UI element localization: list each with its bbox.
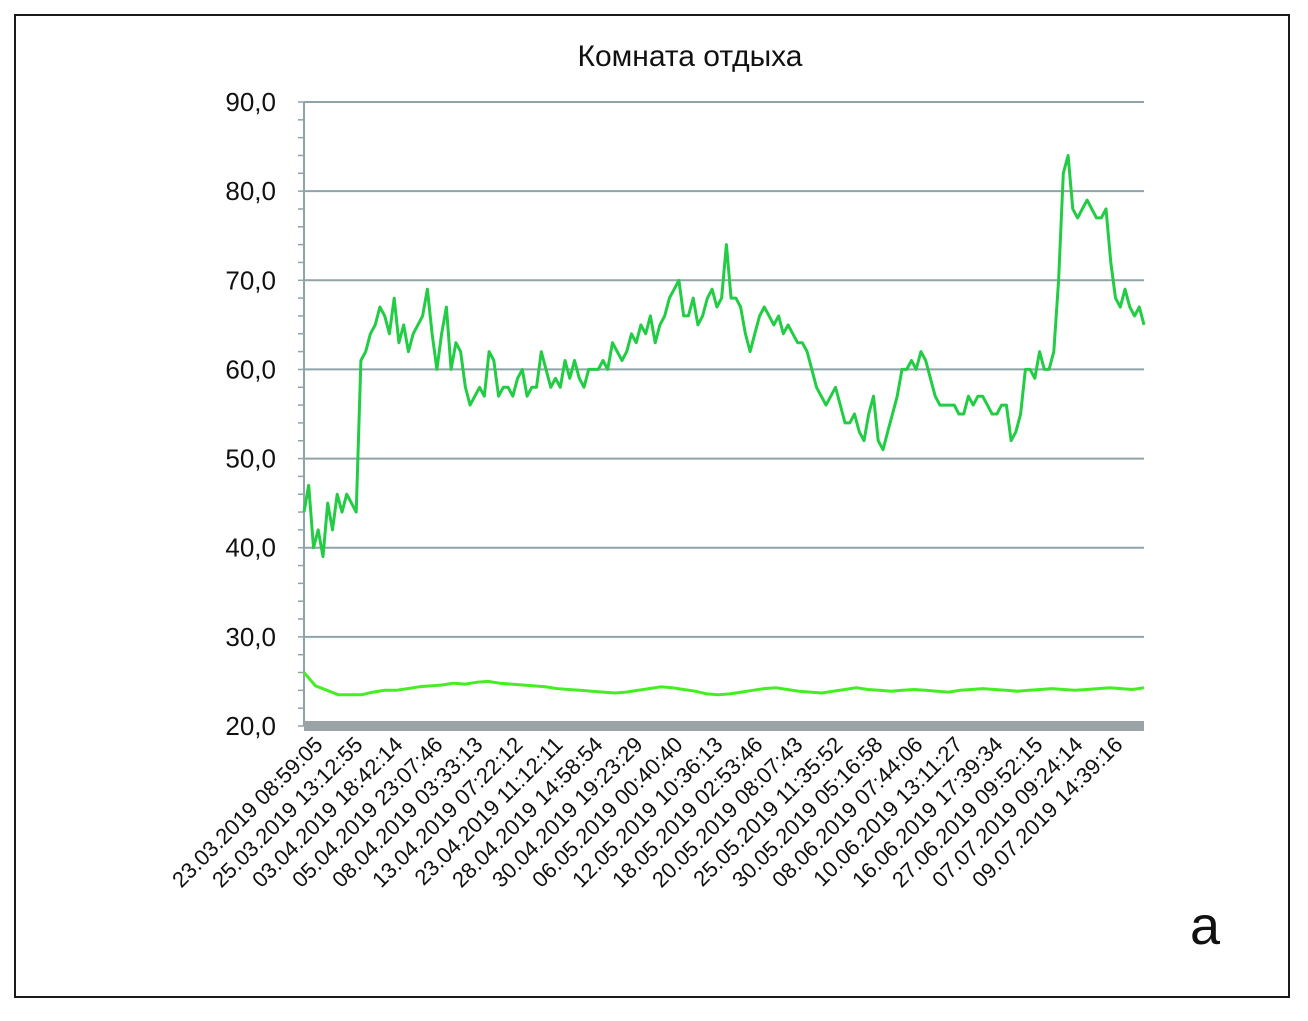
- y-tick-label: 60,0: [225, 354, 276, 384]
- y-tick-label: 30,0: [225, 622, 276, 652]
- y-tick-label: 70,0: [225, 265, 276, 295]
- y-tick-label: 80,0: [225, 176, 276, 206]
- series-line-2: [302, 671, 1145, 697]
- figure-frame: [14, 14, 1290, 998]
- y-tick-label: 90,0: [225, 87, 276, 117]
- chart-title: Комната отдыха: [577, 40, 803, 73]
- x-axis: [304, 721, 1144, 731]
- panel-label: а: [1190, 896, 1221, 956]
- y-tick-label: 40,0: [225, 533, 276, 563]
- y-tick-label: 50,0: [225, 444, 276, 474]
- series-line-1: [302, 154, 1146, 559]
- y-tick-label: 20,0: [225, 711, 276, 741]
